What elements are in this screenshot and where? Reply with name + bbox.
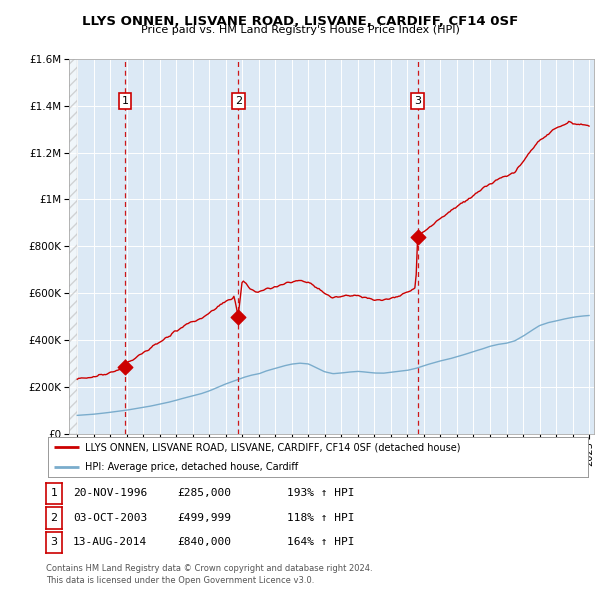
Point xyxy=(233,312,243,322)
Text: £285,000: £285,000 xyxy=(177,489,231,498)
Text: HPI: Average price, detached house, Cardiff: HPI: Average price, detached house, Card… xyxy=(85,462,298,471)
Text: Price paid vs. HM Land Registry's House Price Index (HPI): Price paid vs. HM Land Registry's House … xyxy=(140,25,460,35)
Bar xyxy=(69,59,77,434)
Text: 3: 3 xyxy=(414,96,421,106)
Text: 118% ↑ HPI: 118% ↑ HPI xyxy=(287,513,354,523)
Text: Contains HM Land Registry data © Crown copyright and database right 2024.
This d: Contains HM Land Registry data © Crown c… xyxy=(46,565,372,585)
Text: 1: 1 xyxy=(121,96,128,106)
Point xyxy=(413,232,422,242)
Text: £840,000: £840,000 xyxy=(177,537,231,547)
Text: 164% ↑ HPI: 164% ↑ HPI xyxy=(287,537,354,547)
Text: 20-NOV-1996: 20-NOV-1996 xyxy=(73,489,148,498)
Text: 13-AUG-2014: 13-AUG-2014 xyxy=(73,537,148,547)
Point xyxy=(120,362,130,372)
Text: 1: 1 xyxy=(50,489,58,498)
Text: LLYS ONNEN, LISVANE ROAD, LISVANE, CARDIFF, CF14 0SF: LLYS ONNEN, LISVANE ROAD, LISVANE, CARDI… xyxy=(82,15,518,28)
Text: 2: 2 xyxy=(235,96,242,106)
Text: 193% ↑ HPI: 193% ↑ HPI xyxy=(287,489,354,498)
Text: 03-OCT-2003: 03-OCT-2003 xyxy=(73,513,148,523)
Text: 2: 2 xyxy=(50,513,58,523)
Text: £499,999: £499,999 xyxy=(177,513,231,523)
Text: 3: 3 xyxy=(50,537,58,547)
Text: LLYS ONNEN, LISVANE ROAD, LISVANE, CARDIFF, CF14 0SF (detached house): LLYS ONNEN, LISVANE ROAD, LISVANE, CARDI… xyxy=(85,442,460,453)
